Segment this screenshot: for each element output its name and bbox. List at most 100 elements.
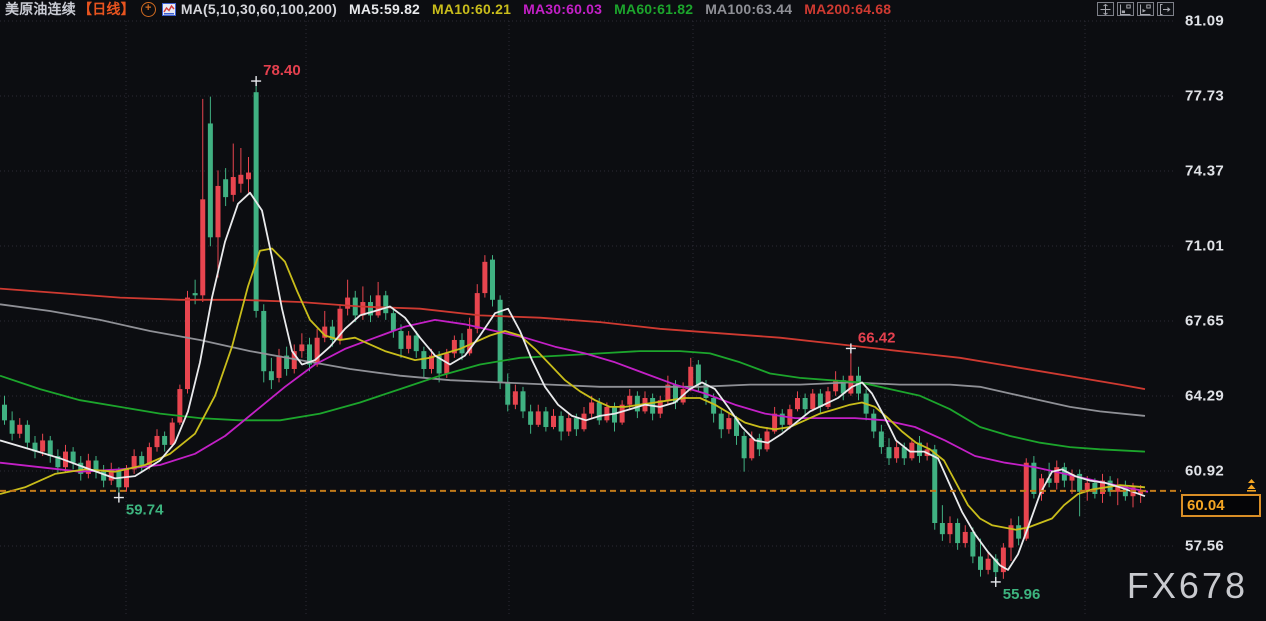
candle-up: [131, 456, 137, 470]
candle-down: [932, 449, 938, 524]
extreme-price-label: 78.40: [263, 62, 301, 79]
candle-down: [383, 295, 389, 314]
candle-up: [962, 531, 968, 544]
candle-down: [917, 442, 922, 457]
candle-down: [955, 523, 961, 544]
candle-up: [322, 326, 328, 338]
candle-up: [451, 339, 457, 354]
candle-down: [528, 411, 534, 425]
price-alert-icon[interactable]: [1244, 478, 1259, 498]
ma5-value: MA5:59.82: [348, 1, 421, 17]
candle-down: [741, 435, 747, 459]
candle-up: [246, 172, 251, 180]
candle-down: [436, 355, 442, 374]
candle-up: [474, 293, 480, 329]
ma30-value: MA30:60.03: [523, 1, 603, 17]
period-label: 【日线】: [78, 1, 135, 17]
candle-up: [299, 344, 305, 352]
candle-up: [1000, 547, 1006, 573]
candle-up: [833, 380, 839, 392]
ma60-line: [0, 350, 1146, 453]
ma10-line: [0, 247, 1146, 531]
candle-down: [703, 384, 709, 399]
candles: [2, 81, 1144, 582]
candle-down: [459, 339, 465, 354]
extreme-marker: [990, 576, 1001, 587]
candle-down: [261, 310, 267, 372]
candle-up: [795, 398, 800, 410]
ma200-value: MA200:64.68: [804, 1, 892, 17]
candle-down: [24, 424, 30, 443]
candle-up: [1008, 525, 1014, 548]
candle-up: [146, 447, 152, 465]
candle-up: [1138, 490, 1144, 494]
candle-up: [581, 413, 587, 430]
candle-up: [375, 295, 381, 316]
candle-down: [718, 413, 724, 430]
candle-down: [192, 293, 198, 296]
candle-down: [520, 391, 526, 412]
candle-down: [497, 299, 503, 383]
candle-up: [726, 418, 732, 430]
candle-down: [1016, 525, 1022, 539]
indicator-pane-button[interactable]: [1137, 2, 1154, 16]
candle-down: [139, 456, 145, 465]
candle-down: [2, 404, 7, 421]
candle-up: [810, 393, 816, 410]
axis-price-label: 57.56: [1185, 537, 1225, 555]
candle-up: [551, 415, 556, 428]
extreme-price-label: 59.74: [126, 502, 164, 519]
candle-down: [886, 447, 892, 459]
candle-up: [749, 438, 755, 459]
extreme-marker: [113, 492, 124, 503]
candle-up: [894, 447, 900, 459]
pane-layout-button[interactable]: [1117, 2, 1134, 16]
candle-up: [314, 337, 320, 365]
candle-up: [85, 460, 91, 474]
candle-down: [32, 442, 38, 452]
candle-down: [543, 411, 549, 428]
symbol-name: 美原油连续: [5, 1, 76, 17]
add-icon[interactable]: +: [140, 1, 156, 17]
candle-up: [230, 177, 236, 195]
exit-chart-button[interactable]: [1157, 2, 1174, 16]
candle-up: [40, 440, 46, 452]
candle-down: [9, 420, 15, 434]
candle-up: [1023, 462, 1029, 539]
candle-down: [1077, 473, 1083, 492]
candle-down: [634, 395, 640, 412]
candle-down: [1031, 462, 1037, 494]
candle-up: [1084, 482, 1090, 492]
extreme-price-label: 66.42: [858, 329, 896, 346]
ma200-line: [0, 287, 1146, 390]
current-price-tag: 60.04: [1181, 494, 1261, 517]
candle-up: [185, 297, 190, 390]
move-tool-button[interactable]: [1097, 2, 1114, 16]
candle-up: [604, 406, 610, 421]
candle-up: [177, 389, 183, 423]
candle-down: [101, 471, 107, 481]
candle-up: [429, 355, 434, 369]
candle-up: [337, 308, 343, 340]
axis-price-label: 60.92: [1185, 462, 1225, 480]
candle-up: [1054, 467, 1060, 483]
candle-down: [673, 384, 678, 403]
candle-down: [993, 558, 999, 573]
chart-type-icon[interactable]: [161, 2, 176, 16]
current-price-value: 60.04: [1187, 497, 1225, 514]
candle-up: [1039, 478, 1044, 494]
candle-up: [276, 355, 282, 378]
candle-up: [772, 413, 778, 432]
candle-up: [985, 558, 991, 570]
axis-price-label: 77.73: [1185, 87, 1225, 105]
candle-up: [345, 297, 351, 309]
axis-price-label: 64.29: [1185, 387, 1225, 405]
candle-down: [779, 413, 785, 425]
candle-down: [734, 418, 739, 436]
candle-up: [238, 174, 244, 184]
axis-price-label: 81.09: [1185, 12, 1225, 30]
candle-down: [939, 523, 945, 535]
candle-down: [901, 447, 907, 459]
candle-up: [1069, 473, 1075, 481]
